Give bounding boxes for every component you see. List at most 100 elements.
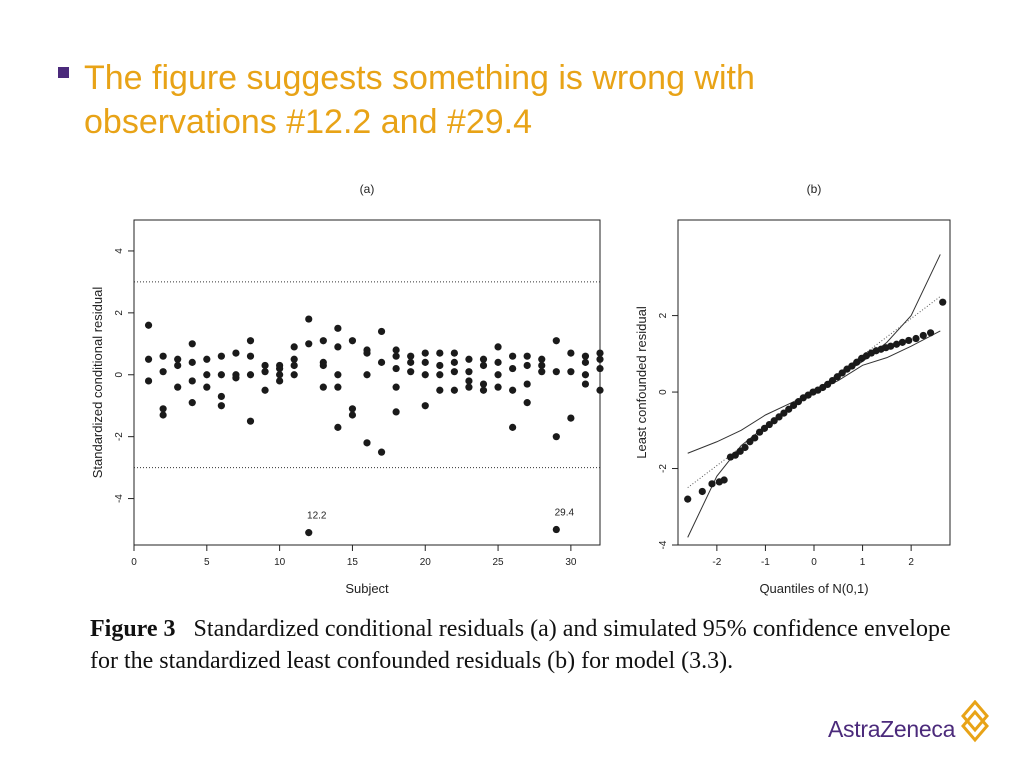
- data-point: [567, 368, 575, 376]
- bullet-text: The figure suggests something is wrong w…: [84, 59, 755, 141]
- data-point: [552, 433, 560, 441]
- data-point: [305, 315, 313, 323]
- data-point: [746, 438, 754, 446]
- data-point: [217, 402, 225, 410]
- data-point: [217, 371, 225, 379]
- plot-frame-b: [677, 219, 951, 546]
- data-point: [188, 340, 196, 348]
- data-point: [538, 355, 546, 363]
- plot-frame-a: [133, 219, 601, 546]
- data-point: [436, 349, 444, 357]
- data-point: [348, 337, 357, 345]
- data-point: [203, 371, 211, 379]
- data-point: [436, 386, 444, 394]
- x-tick-label-b: 0: [811, 557, 817, 568]
- envelope-upper-line: [687, 254, 941, 454]
- data-point: [538, 368, 546, 376]
- data-point: [523, 361, 531, 370]
- x-tick-label-b: 2: [908, 557, 914, 568]
- data-point: [305, 340, 313, 348]
- data-point: [203, 355, 211, 363]
- data-point: [290, 343, 298, 351]
- data-point: [436, 361, 444, 370]
- x-tick-label-b: -2: [712, 557, 721, 568]
- data-point: [794, 398, 803, 406]
- data-point: [363, 371, 371, 379]
- data-point: [421, 349, 429, 357]
- figure-charts: (a)0 5 10 15 20 25 30-4-2024SubjectStandardize…: [90, 182, 951, 596]
- y-tick-label-b: 2: [658, 312, 669, 318]
- data-point: [720, 476, 728, 484]
- y-tick-label-a: 0: [114, 372, 125, 378]
- data-point: [552, 525, 560, 534]
- data-point: [305, 529, 313, 537]
- data-point: [319, 383, 327, 391]
- data-point: [217, 392, 225, 401]
- x-tick-label-a: 30: [565, 557, 577, 568]
- data-point: [348, 405, 357, 413]
- data-point: [828, 376, 837, 385]
- data-point: [887, 342, 895, 350]
- y-tick-label-a: -4: [114, 494, 125, 503]
- data-point: [567, 349, 575, 357]
- figure-caption: Figure 3 Standardized conditional residua…: [90, 613, 960, 677]
- x-tick-label-a: 5: [204, 557, 210, 568]
- data-point: [465, 355, 473, 363]
- y-tick-label-a: 4: [114, 248, 125, 254]
- data-point: [276, 364, 284, 373]
- data-point: [377, 358, 386, 366]
- data-point: [203, 383, 211, 391]
- data-point: [377, 327, 386, 336]
- data-point: [407, 352, 415, 360]
- data-point: [770, 417, 778, 425]
- y-axis-label-b: Least confounded residual: [634, 306, 649, 459]
- data-point: [232, 349, 240, 357]
- data-point: [698, 487, 706, 496]
- data-point: [334, 383, 342, 391]
- data-point: [319, 337, 327, 345]
- data-point: [407, 368, 415, 376]
- caption-label: Figure 3: [90, 616, 176, 642]
- data-point: [494, 358, 502, 366]
- data-point: [736, 447, 744, 455]
- data-point: [246, 371, 255, 379]
- data-point: [363, 439, 371, 447]
- data-point: [756, 428, 764, 436]
- data-point: [159, 352, 167, 360]
- y-tick-label-a: 2: [114, 310, 125, 316]
- data-point: [465, 383, 473, 391]
- data-point: [581, 371, 590, 379]
- data-point: [775, 413, 783, 421]
- data-point: [765, 420, 773, 429]
- data-point: [217, 352, 225, 360]
- data-point: [436, 371, 444, 379]
- data-point: [523, 352, 531, 360]
- bullet-marker: [58, 67, 69, 78]
- data-point: [523, 380, 531, 388]
- data-point: [290, 355, 298, 363]
- data-point: [479, 355, 488, 363]
- data-point: [751, 434, 759, 442]
- y-tick-label-b: 0: [658, 389, 669, 395]
- data-point: [334, 324, 342, 332]
- data-point: [232, 374, 240, 382]
- data-point: [144, 321, 153, 329]
- x-tick-label-a: 25: [493, 557, 505, 568]
- data-point: [261, 386, 269, 394]
- data-point: [760, 424, 769, 432]
- data-point: [465, 377, 473, 385]
- y-tick-label-b: -4: [658, 540, 669, 549]
- data-point: [523, 399, 531, 407]
- data-point: [174, 355, 182, 363]
- logo-mark-icon: [961, 700, 989, 743]
- data-point: [377, 448, 386, 456]
- data-point: [407, 358, 415, 366]
- data-point: [708, 480, 716, 488]
- data-point: [919, 331, 927, 340]
- data-point: [838, 369, 846, 377]
- x-tick-label-a: 0: [131, 557, 137, 568]
- data-point: [159, 411, 167, 419]
- x-tick-label-a: 10: [274, 557, 286, 568]
- y-tick-label-b: -2: [658, 464, 669, 473]
- y-tick-label-a: -2: [114, 432, 125, 441]
